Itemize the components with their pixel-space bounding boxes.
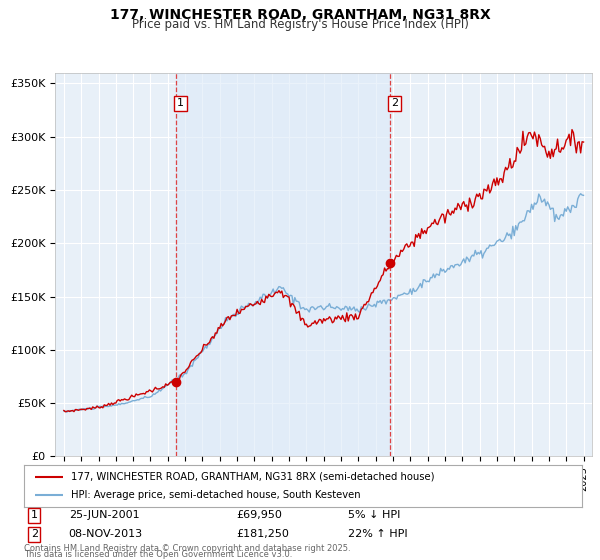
Text: Price paid vs. HM Land Registry's House Price Index (HPI): Price paid vs. HM Land Registry's House … (131, 18, 469, 31)
Text: 1: 1 (31, 510, 38, 520)
Bar (176, 73, 391, 456)
Text: 08-NOV-2013: 08-NOV-2013 (68, 529, 143, 539)
Text: 5% ↓ HPI: 5% ↓ HPI (347, 510, 400, 520)
Text: 2: 2 (391, 99, 398, 109)
Text: Contains HM Land Registry data © Crown copyright and database right 2025.: Contains HM Land Registry data © Crown c… (24, 544, 350, 553)
Text: 1: 1 (177, 99, 184, 109)
Text: 177, WINCHESTER ROAD, GRANTHAM, NG31 8RX (semi-detached house): 177, WINCHESTER ROAD, GRANTHAM, NG31 8RX… (71, 472, 435, 482)
Text: £69,950: £69,950 (236, 510, 282, 520)
Text: HPI: Average price, semi-detached house, South Kesteven: HPI: Average price, semi-detached house,… (71, 490, 361, 500)
Text: £181,250: £181,250 (236, 529, 289, 539)
Text: 22% ↑ HPI: 22% ↑ HPI (347, 529, 407, 539)
Text: 2: 2 (31, 529, 38, 539)
Text: This data is licensed under the Open Government Licence v3.0.: This data is licensed under the Open Gov… (24, 550, 292, 559)
Text: 177, WINCHESTER ROAD, GRANTHAM, NG31 8RX: 177, WINCHESTER ROAD, GRANTHAM, NG31 8RX (110, 8, 490, 22)
Text: 25-JUN-2001: 25-JUN-2001 (68, 510, 139, 520)
